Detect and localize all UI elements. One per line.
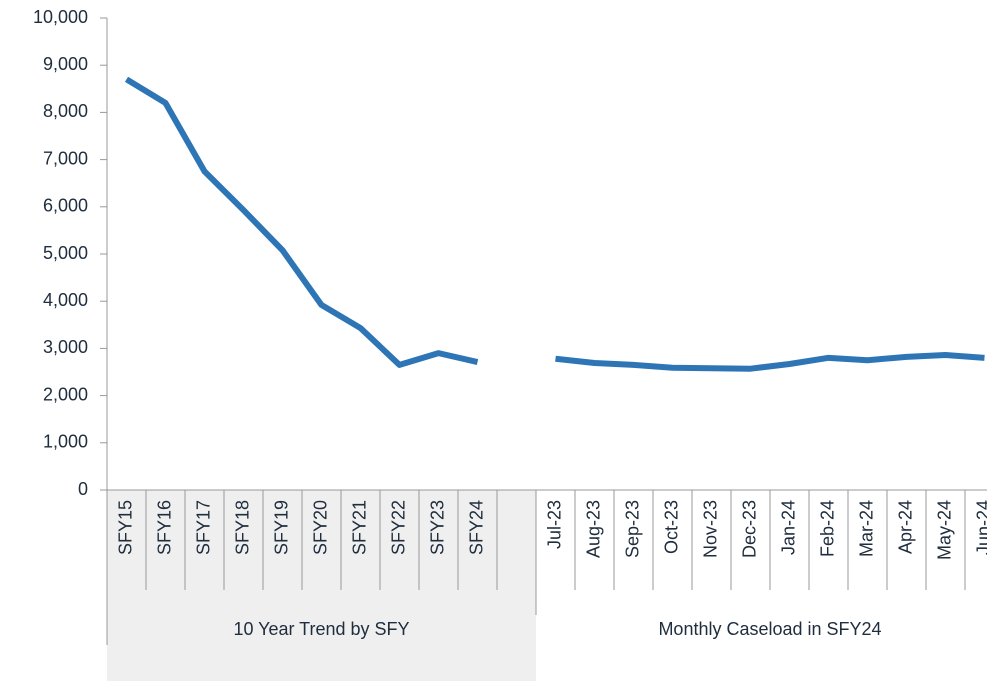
y-tick-label: 3,000 xyxy=(43,337,88,357)
x-tick-label: Nov-23 xyxy=(700,500,720,558)
y-tick-label: 10,000 xyxy=(33,7,88,27)
y-tick-label: 6,000 xyxy=(43,196,88,216)
x-tick-label: Feb-24 xyxy=(817,500,837,557)
x-tick-label: Sep-23 xyxy=(622,500,642,558)
y-tick-label: 5,000 xyxy=(43,243,88,263)
y-tick-label: 0 xyxy=(78,479,88,499)
x-tick-label: SFY18 xyxy=(232,500,252,555)
group-label: 10 Year Trend by SFY xyxy=(233,619,409,639)
x-tick-label: Jan-24 xyxy=(778,500,798,555)
group-label: Monthly Caseload in SFY24 xyxy=(658,619,881,639)
x-tick-label: SFY17 xyxy=(193,500,213,555)
x-tick-label: SFY21 xyxy=(349,500,369,555)
x-tick-label: SFY20 xyxy=(310,500,330,555)
y-tick-label: 2,000 xyxy=(43,384,88,404)
y-tick-label: 9,000 xyxy=(43,54,88,74)
x-tick-label: SFY15 xyxy=(115,500,135,555)
x-tick-label: SFY22 xyxy=(388,500,408,555)
y-tick-label: 1,000 xyxy=(43,432,88,452)
x-tick-label: SFY23 xyxy=(427,500,447,555)
x-tick-label: Aug-23 xyxy=(583,500,603,558)
x-tick-label: SFY19 xyxy=(271,500,291,555)
x-tick-label: SFY24 xyxy=(466,500,486,555)
x-tick-label: Apr-24 xyxy=(895,500,915,554)
group-background xyxy=(107,490,536,681)
x-tick-label: Jun-24 xyxy=(973,500,987,555)
x-tick-label: SFY16 xyxy=(154,500,174,555)
x-tick-label: Mar-24 xyxy=(856,500,876,557)
data-line xyxy=(124,76,985,372)
x-tick-label: Jul-23 xyxy=(544,500,564,549)
y-tick-label: 7,000 xyxy=(43,148,88,168)
x-tick-label: Dec-23 xyxy=(739,500,759,558)
y-tick-label: 8,000 xyxy=(43,101,88,121)
y-tick-label: 4,000 xyxy=(43,290,88,310)
x-tick-label: May-24 xyxy=(934,500,954,560)
x-tick-label: Oct-23 xyxy=(661,500,681,554)
